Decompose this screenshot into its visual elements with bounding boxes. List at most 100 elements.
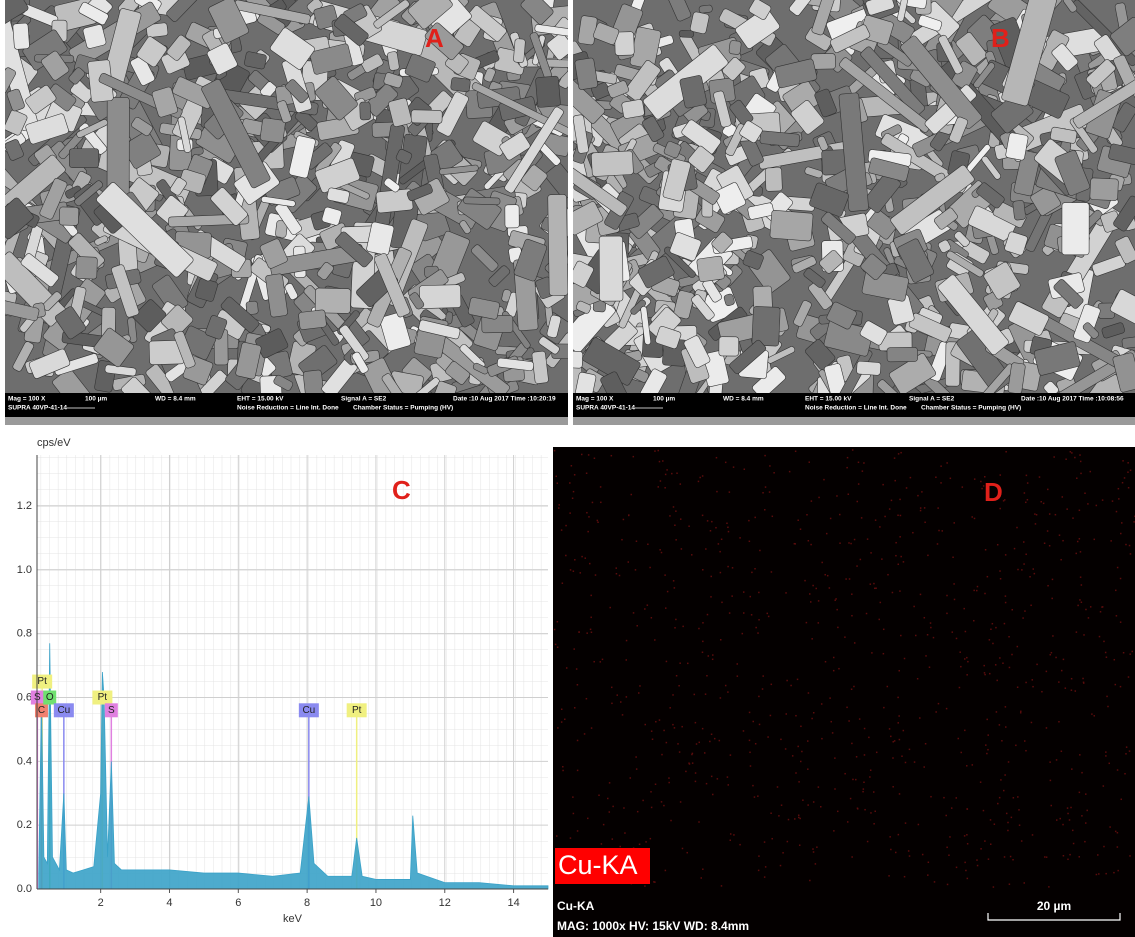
map-dot bbox=[1025, 474, 1028, 477]
map-dot bbox=[764, 866, 767, 868]
map-dot bbox=[1062, 658, 1065, 661]
map-dot bbox=[824, 660, 827, 663]
map-dot bbox=[694, 772, 697, 774]
element-tag: Cu-KA bbox=[558, 850, 638, 880]
flake bbox=[573, 371, 597, 393]
flake bbox=[546, 314, 562, 339]
map-dot bbox=[1038, 476, 1041, 478]
map-dot bbox=[1071, 452, 1073, 454]
map-settings: MAG: 1000x HV: 15kV WD: 8.4mm bbox=[557, 919, 749, 933]
map-dot bbox=[718, 739, 721, 742]
map-dot bbox=[715, 456, 718, 459]
flake bbox=[948, 116, 968, 144]
map-dot bbox=[666, 590, 669, 593]
flake bbox=[614, 31, 635, 56]
map-dot bbox=[1078, 538, 1081, 540]
map-dot bbox=[821, 737, 823, 740]
map-dot bbox=[729, 833, 732, 835]
flake bbox=[573, 114, 589, 154]
map-dot bbox=[1114, 830, 1117, 833]
map-dot bbox=[964, 630, 967, 633]
map-dot bbox=[946, 462, 948, 464]
map-dot bbox=[996, 543, 999, 546]
map-dot bbox=[1003, 499, 1006, 501]
map-dot bbox=[800, 725, 802, 728]
map-dot bbox=[980, 848, 982, 850]
map-dot bbox=[863, 754, 866, 756]
map-dot bbox=[673, 727, 676, 729]
map-dot bbox=[587, 530, 589, 533]
map-dot bbox=[863, 781, 865, 784]
flake bbox=[689, 11, 710, 34]
map-dot bbox=[946, 883, 949, 886]
map-dot bbox=[628, 514, 630, 517]
map-dot bbox=[608, 782, 611, 784]
map-dot bbox=[874, 587, 876, 590]
flake bbox=[39, 178, 68, 220]
flake bbox=[630, 299, 646, 315]
map-dot bbox=[1024, 610, 1026, 612]
map-dot bbox=[1058, 721, 1060, 723]
flake bbox=[687, 145, 716, 173]
map-dot bbox=[1050, 804, 1053, 807]
map-dot bbox=[1105, 656, 1108, 658]
map-dot bbox=[587, 817, 589, 820]
map-dot bbox=[888, 508, 891, 510]
map-dot bbox=[600, 843, 603, 845]
map-dot bbox=[1058, 681, 1060, 683]
map-dot bbox=[848, 578, 851, 580]
map-dot bbox=[973, 589, 975, 592]
map-dot bbox=[986, 718, 988, 721]
map-dot bbox=[672, 506, 675, 508]
map-dot bbox=[589, 628, 592, 631]
flake bbox=[546, 32, 568, 61]
map-dot bbox=[1007, 829, 1009, 832]
map-dot bbox=[992, 886, 995, 888]
map-dot bbox=[597, 521, 599, 524]
map-dot bbox=[940, 482, 942, 484]
peak-label: S bbox=[108, 705, 115, 716]
flake bbox=[1007, 362, 1026, 393]
map-dot bbox=[853, 642, 856, 644]
map-dot bbox=[937, 507, 939, 509]
map-dot bbox=[937, 702, 940, 705]
map-dot bbox=[743, 468, 746, 470]
map-dot bbox=[1069, 853, 1071, 856]
map-dot bbox=[715, 526, 717, 529]
info-text: SUPRA 40VP-41-14 bbox=[8, 405, 67, 412]
peak-label-box bbox=[53, 703, 74, 718]
flake bbox=[20, 253, 59, 288]
map-dot bbox=[1127, 471, 1129, 473]
flake bbox=[121, 376, 153, 393]
flake bbox=[600, 371, 628, 393]
map-dot bbox=[695, 743, 698, 745]
map-dot bbox=[620, 701, 622, 703]
map-dot bbox=[642, 799, 644, 802]
map-dot bbox=[787, 818, 790, 821]
flake bbox=[504, 204, 520, 229]
map-dot bbox=[691, 762, 694, 764]
flake bbox=[205, 315, 228, 340]
map-dot bbox=[1103, 640, 1105, 643]
map-dot bbox=[1047, 488, 1049, 491]
map-dot bbox=[904, 761, 907, 764]
flake bbox=[538, 336, 560, 355]
flake bbox=[265, 273, 288, 318]
map-dot bbox=[1074, 690, 1077, 692]
flake bbox=[419, 284, 462, 309]
info-strip bbox=[5, 417, 568, 425]
map-dot bbox=[898, 738, 901, 741]
map-dot bbox=[724, 684, 727, 687]
map-dot bbox=[831, 732, 834, 734]
flake bbox=[285, 79, 309, 104]
map-dot bbox=[650, 617, 653, 619]
map-dot bbox=[565, 554, 567, 557]
map-dot bbox=[998, 724, 1001, 726]
map-dot bbox=[691, 753, 693, 756]
map-dot bbox=[1055, 759, 1058, 761]
flake bbox=[404, 53, 436, 83]
map-dot bbox=[1123, 477, 1126, 479]
map-dot bbox=[665, 741, 668, 744]
map-dot bbox=[698, 741, 700, 744]
map-dot bbox=[1093, 538, 1096, 541]
